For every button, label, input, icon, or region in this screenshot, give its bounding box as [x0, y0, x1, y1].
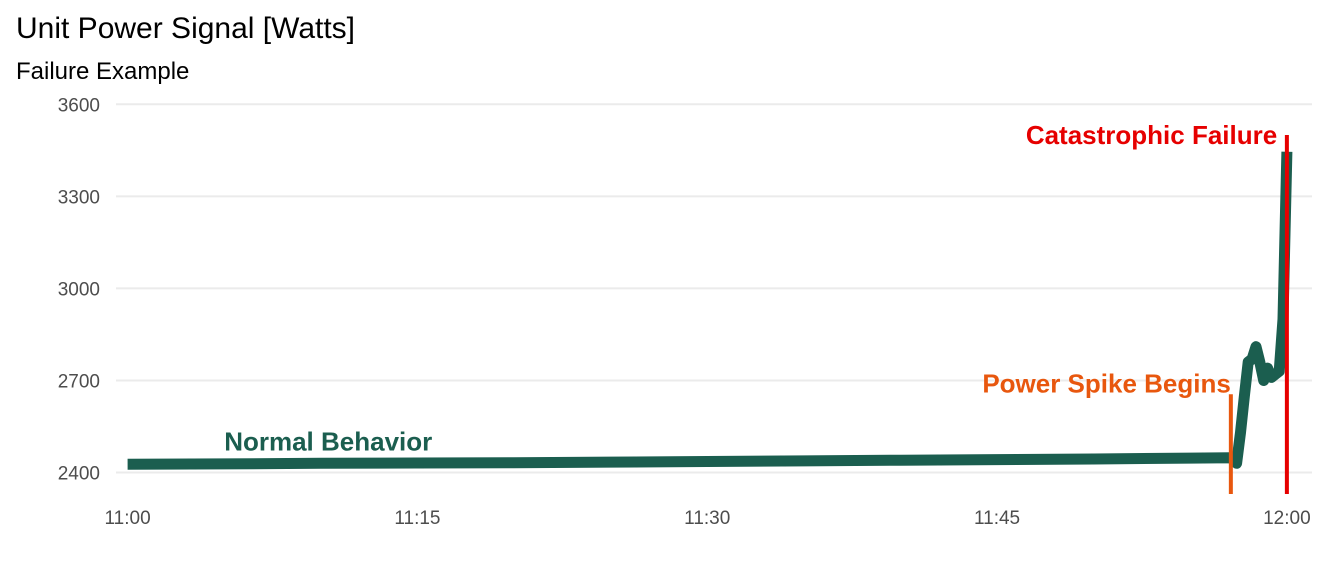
x-tick-label: 11:00	[105, 508, 151, 529]
annotation-label: Catastrophic Failure	[1026, 120, 1277, 150]
x-tick-label: 11:30	[684, 508, 730, 529]
y-tick-label: 2400	[58, 464, 100, 485]
grid-lines	[116, 103, 1312, 474]
y-tick-label: 3000	[58, 279, 100, 300]
x-tick-label: 12:00	[1263, 508, 1311, 529]
y-axis-ticks: 2400 2700 3000 3300 3600	[58, 95, 100, 484]
x-tick-label: 11:15	[394, 508, 440, 529]
series-line	[127, 151, 1293, 470]
chart-subtitle: Failure Example	[16, 58, 190, 85]
x-axis-ticks: 11:00 11:15 11:30 11:45 12:00	[105, 508, 1311, 529]
chart-title: Unit Power Signal [Watts]	[16, 12, 356, 45]
annotation-label: Power Spike Begins	[982, 369, 1231, 399]
annotation-label: Normal Behavior	[224, 426, 432, 456]
y-tick-label: 2700	[58, 371, 100, 392]
annotation-lines	[1228, 134, 1289, 494]
y-tick-label: 3300	[58, 187, 100, 208]
y-tick-label: 3600	[58, 95, 100, 116]
annotation-labels: Normal Behavior Power Spike Begins Catastr…	[224, 120, 1277, 456]
x-tick-label: 11:45	[974, 508, 1020, 529]
series-layer	[127, 151, 1293, 470]
